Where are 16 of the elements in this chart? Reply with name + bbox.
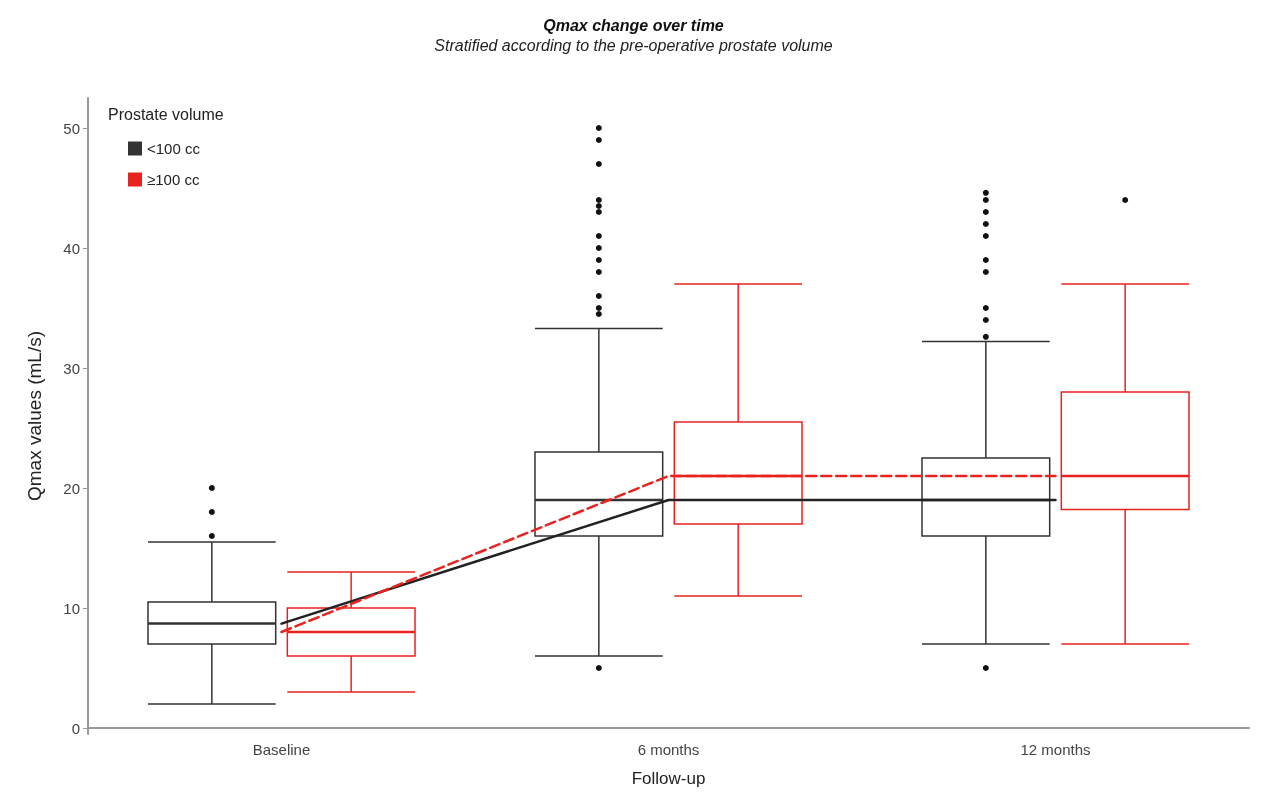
y-tick-label: 20 xyxy=(63,479,80,497)
legend-title: Prostate volume xyxy=(108,105,224,123)
y-tick-label: 40 xyxy=(63,239,80,257)
legend-label: <100 cc xyxy=(147,140,201,157)
y-tick-label: 30 xyxy=(63,359,80,377)
x-tick-label: Baseline xyxy=(252,741,311,758)
y-axis-title: Qmax values (mL/s) xyxy=(24,331,45,501)
y-tick-label: 50 xyxy=(63,119,80,137)
y-tick-label: 0 xyxy=(71,719,80,737)
x-tick-label: 12 months xyxy=(1020,741,1091,758)
y-tick-label: 10 xyxy=(63,599,80,617)
x-axis-title: Follow-up xyxy=(631,769,706,788)
chart-title: Qmax change over time xyxy=(543,16,724,34)
x-tick-label: 6 months xyxy=(637,741,700,758)
chart-subtitle: Stratified according to the pre-operative prostate volume xyxy=(434,36,833,54)
legend-label: ≥100 cc xyxy=(147,171,200,188)
